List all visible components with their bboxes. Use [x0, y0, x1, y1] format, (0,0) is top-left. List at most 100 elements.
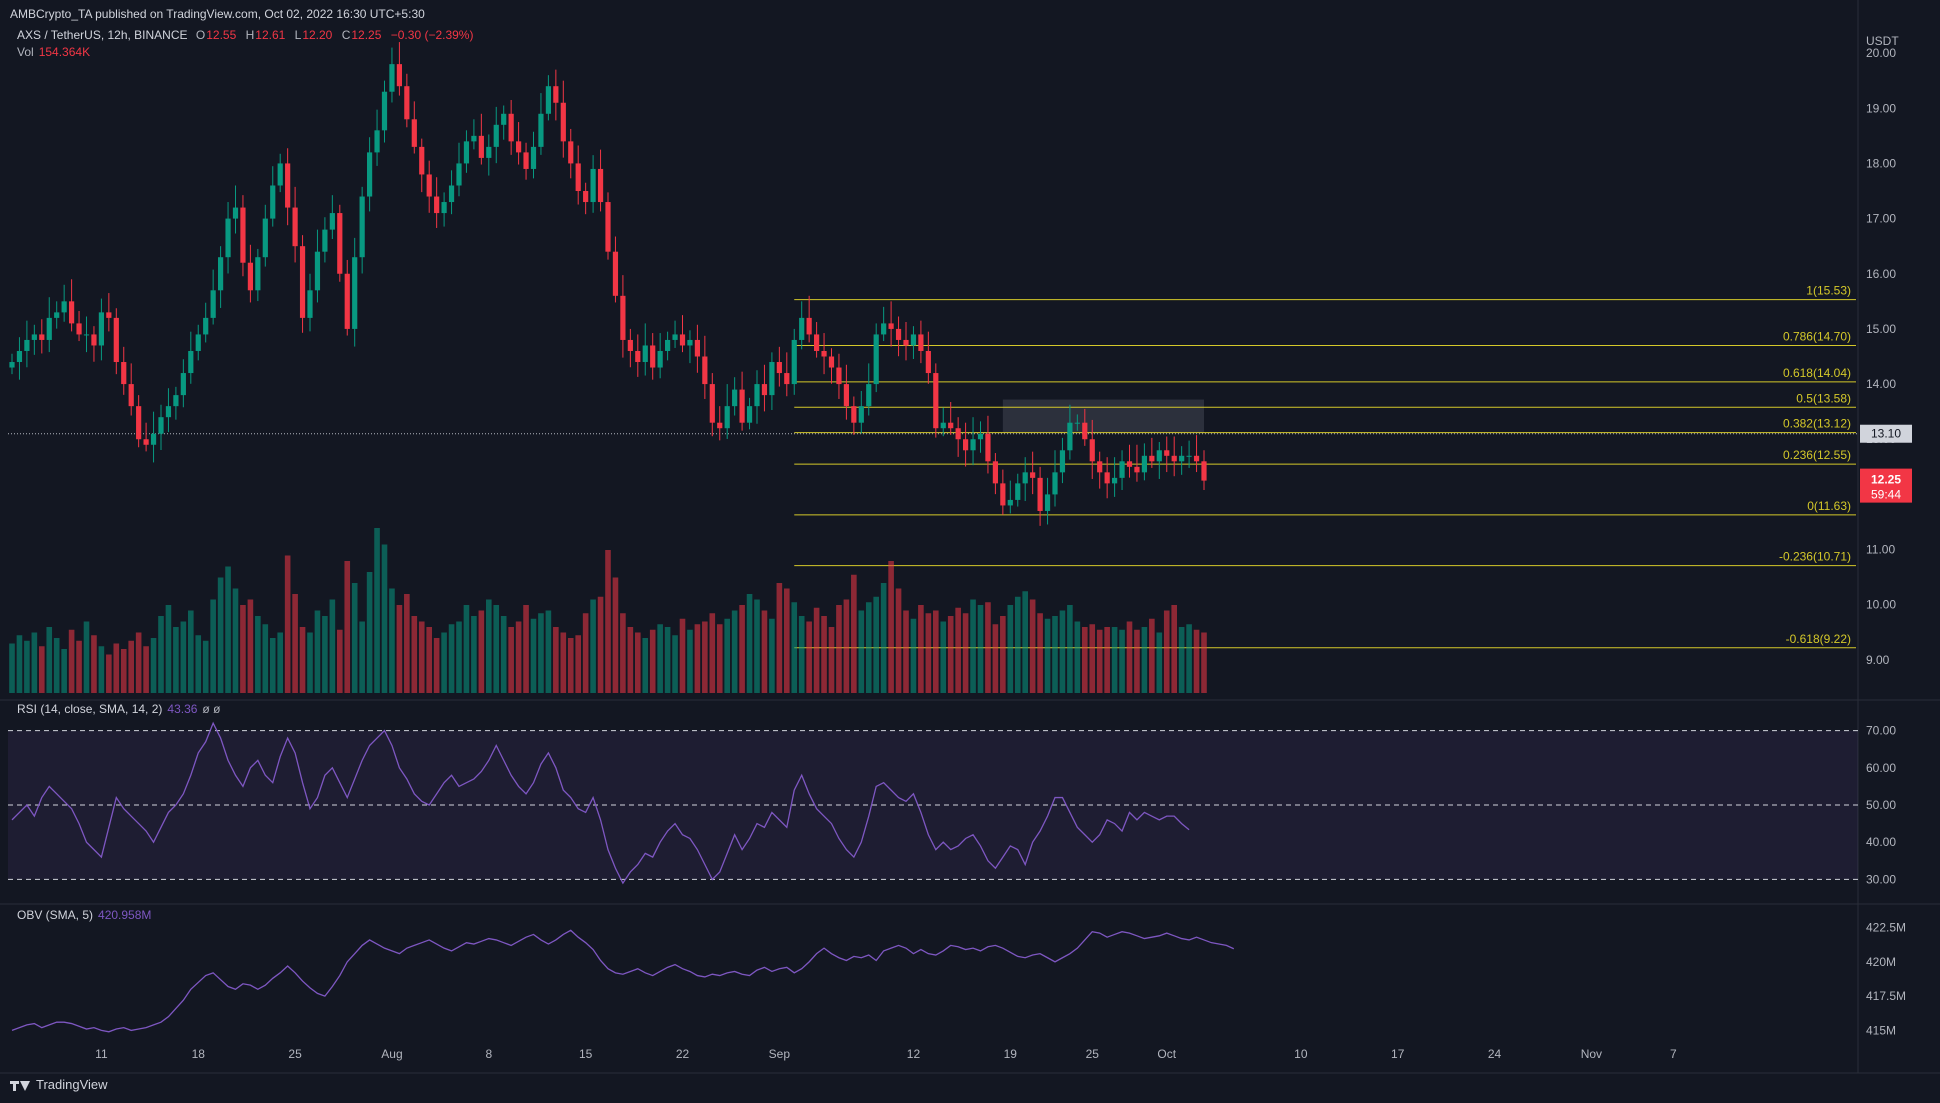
volume-bar [1074, 621, 1081, 693]
countdown-text: 59:44 [1871, 488, 1901, 502]
candle-body [828, 356, 835, 368]
candle-body [91, 334, 97, 346]
volume-bar [262, 624, 269, 693]
candle-body [501, 113, 507, 125]
volume-label[interactable]: Vol [17, 45, 34, 59]
volume-bar [679, 618, 686, 693]
candle-body [367, 152, 373, 197]
volume-bar [433, 638, 440, 693]
volume-bar [1022, 591, 1028, 693]
volume-bar [478, 610, 485, 693]
candle-body [76, 323, 82, 335]
volume-bar [806, 621, 812, 693]
volume-bar [1014, 596, 1021, 693]
candle-body [672, 334, 678, 340]
volume-bar [813, 607, 820, 693]
volume-bar [351, 583, 358, 693]
candle-body [314, 251, 321, 291]
time-axis-tick: Aug [381, 1047, 402, 1061]
candle-body [627, 339, 633, 351]
tradingview-footer[interactable]: TradingView [10, 1077, 108, 1092]
change-value: −0.30 (−2.39%) [390, 28, 474, 42]
candle-body [69, 301, 75, 324]
time-axis-tick: 18 [192, 1047, 206, 1061]
price-axis-tick: 20.00 [1866, 46, 1896, 60]
candle-body [419, 146, 425, 175]
candle-body [1112, 477, 1118, 484]
volume-bar [158, 616, 164, 693]
volume-bar [709, 613, 716, 693]
candle-body [98, 312, 104, 346]
candle-body [769, 362, 775, 396]
volume-bar [545, 610, 552, 693]
volume-bar [1149, 618, 1155, 693]
volume-bar [448, 624, 455, 693]
candle-body [784, 373, 790, 385]
candle-body [39, 334, 45, 340]
candle-body [948, 422, 954, 429]
candle-body [605, 202, 611, 252]
candle-body [821, 350, 827, 357]
symbol-label[interactable]: AXS / TetherUS, 12h, BINANCE [17, 28, 188, 42]
volume-bar [1119, 629, 1125, 693]
fib-level-label: -0.618(9.22) [1786, 632, 1851, 646]
rsi-value: 43.36 [167, 702, 198, 716]
volume-bar [113, 643, 120, 693]
volume-legend: Vol 154.364K [17, 45, 95, 59]
volume-bar [694, 624, 701, 693]
volume-bar [865, 602, 872, 693]
volume-bar [851, 574, 857, 693]
candle-body [739, 389, 745, 423]
candle-body [746, 406, 753, 423]
rsi-label[interactable]: RSI (14, close, SMA, 14, 2) [17, 702, 163, 716]
candle-body [732, 389, 738, 407]
volume-bar [955, 607, 961, 693]
candle-body [1074, 422, 1080, 424]
time-axis-tick: Nov [1581, 1047, 1602, 1061]
candle-body [389, 64, 395, 92]
rsi-axis-tick: 50.00 [1866, 798, 1896, 812]
obv-axis-tick: 422.5M [1866, 921, 1906, 935]
volume-bar [776, 583, 783, 693]
candle-body [977, 433, 984, 440]
volume-bar [791, 602, 798, 693]
volume-bar [396, 605, 403, 693]
volume-bar [724, 618, 730, 693]
candle-body [54, 312, 60, 318]
candle-body [560, 102, 566, 142]
candle-body [277, 163, 283, 186]
volume-bar [575, 635, 581, 693]
volume-bar [605, 550, 611, 693]
candle-body [1134, 466, 1140, 473]
volume-bar [31, 632, 38, 693]
candle-body [31, 334, 37, 340]
volume-bar [649, 629, 656, 693]
candle-body [359, 196, 365, 258]
candle-body [1119, 461, 1125, 478]
volume-bar [880, 583, 887, 693]
candle-body [702, 356, 708, 385]
volume-bar [269, 638, 276, 693]
volume-bar [1059, 610, 1066, 693]
obv-label[interactable]: OBV (SMA, 5) [17, 908, 94, 922]
volume-bar [389, 588, 395, 693]
volume-bar [590, 599, 596, 693]
volume-bar [1126, 621, 1133, 693]
volume-bar [1082, 627, 1088, 693]
volume-bar [128, 640, 134, 693]
volume-bar [143, 646, 149, 693]
candle-body [724, 406, 730, 429]
price-axis-tick: 15.00 [1866, 322, 1896, 336]
volume-bar [642, 638, 649, 693]
volume-bar [344, 561, 351, 693]
candle-body [597, 168, 604, 203]
candle-body [136, 406, 142, 440]
candle-body [262, 218, 268, 258]
volume-bar [247, 599, 254, 693]
volume-bar [404, 594, 410, 693]
volume-bar [761, 610, 768, 693]
volume-bar [1186, 624, 1192, 693]
candle-body [143, 439, 149, 445]
candle-body [307, 290, 313, 318]
